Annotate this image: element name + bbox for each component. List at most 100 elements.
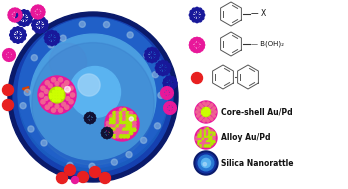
Circle shape xyxy=(170,94,173,96)
Circle shape xyxy=(25,22,29,26)
Circle shape xyxy=(169,95,172,98)
Circle shape xyxy=(2,84,14,95)
Circle shape xyxy=(110,118,113,122)
Circle shape xyxy=(200,10,204,14)
Circle shape xyxy=(31,55,37,61)
Circle shape xyxy=(206,136,209,139)
Circle shape xyxy=(208,141,211,143)
Circle shape xyxy=(16,16,19,20)
Circle shape xyxy=(206,130,209,132)
Circle shape xyxy=(200,16,204,20)
Circle shape xyxy=(14,19,17,22)
Circle shape xyxy=(133,125,136,128)
Circle shape xyxy=(195,19,199,23)
Circle shape xyxy=(61,91,63,93)
Circle shape xyxy=(6,49,8,52)
Circle shape xyxy=(48,102,52,106)
Circle shape xyxy=(153,59,157,62)
Circle shape xyxy=(13,54,15,56)
Circle shape xyxy=(39,93,44,97)
Circle shape xyxy=(4,50,7,53)
Circle shape xyxy=(32,23,35,27)
Circle shape xyxy=(41,86,45,90)
Circle shape xyxy=(41,18,45,21)
Circle shape xyxy=(161,72,165,76)
Circle shape xyxy=(164,84,167,87)
Circle shape xyxy=(31,10,34,14)
Circle shape xyxy=(202,145,204,147)
Circle shape xyxy=(203,163,206,166)
Circle shape xyxy=(119,131,123,135)
Circle shape xyxy=(202,136,204,139)
Circle shape xyxy=(164,61,168,64)
Circle shape xyxy=(206,143,209,145)
Circle shape xyxy=(64,164,76,176)
Circle shape xyxy=(20,103,26,109)
Circle shape xyxy=(205,113,206,114)
Circle shape xyxy=(9,58,12,61)
Circle shape xyxy=(55,82,59,85)
Circle shape xyxy=(33,14,35,17)
Circle shape xyxy=(10,36,14,40)
Circle shape xyxy=(203,102,205,104)
Circle shape xyxy=(205,114,206,116)
Circle shape xyxy=(165,110,168,113)
Circle shape xyxy=(53,31,57,34)
Circle shape xyxy=(79,21,85,27)
Circle shape xyxy=(205,104,207,106)
Circle shape xyxy=(55,99,57,101)
Circle shape xyxy=(93,115,95,117)
Circle shape xyxy=(33,7,35,10)
Circle shape xyxy=(58,78,63,82)
Circle shape xyxy=(116,118,119,122)
Circle shape xyxy=(168,102,172,104)
Circle shape xyxy=(165,103,168,106)
Circle shape xyxy=(167,96,170,99)
Circle shape xyxy=(198,19,202,22)
Circle shape xyxy=(6,58,8,61)
Circle shape xyxy=(113,135,116,138)
Circle shape xyxy=(166,87,168,89)
Circle shape xyxy=(71,177,79,184)
Circle shape xyxy=(205,111,206,112)
Circle shape xyxy=(110,121,113,125)
Circle shape xyxy=(106,121,110,125)
Circle shape xyxy=(207,109,208,111)
Circle shape xyxy=(60,35,66,41)
Circle shape xyxy=(4,57,7,60)
Circle shape xyxy=(102,129,104,132)
Circle shape xyxy=(31,8,34,12)
Circle shape xyxy=(2,99,14,111)
Circle shape xyxy=(108,128,111,130)
Circle shape xyxy=(126,152,132,158)
Circle shape xyxy=(173,105,176,108)
Circle shape xyxy=(19,11,23,14)
Circle shape xyxy=(190,16,193,20)
Circle shape xyxy=(168,112,172,114)
Circle shape xyxy=(201,116,203,119)
Circle shape xyxy=(62,102,66,106)
Circle shape xyxy=(126,115,129,118)
Circle shape xyxy=(48,42,54,48)
Circle shape xyxy=(32,43,154,165)
Circle shape xyxy=(173,84,176,87)
Circle shape xyxy=(123,128,126,131)
Circle shape xyxy=(201,13,205,17)
Text: Alloy Au/Pd: Alloy Au/Pd xyxy=(221,133,270,143)
Circle shape xyxy=(129,115,133,118)
Circle shape xyxy=(152,72,158,78)
Circle shape xyxy=(119,135,123,138)
Circle shape xyxy=(35,18,39,21)
Circle shape xyxy=(119,125,123,128)
Circle shape xyxy=(164,79,167,82)
Circle shape xyxy=(56,33,59,37)
Circle shape xyxy=(10,30,14,34)
Circle shape xyxy=(103,136,106,138)
Circle shape xyxy=(204,139,206,141)
Circle shape xyxy=(25,11,29,14)
Circle shape xyxy=(208,145,211,147)
Circle shape xyxy=(155,66,159,70)
Circle shape xyxy=(110,125,113,128)
Circle shape xyxy=(173,108,176,111)
Circle shape xyxy=(191,48,195,51)
